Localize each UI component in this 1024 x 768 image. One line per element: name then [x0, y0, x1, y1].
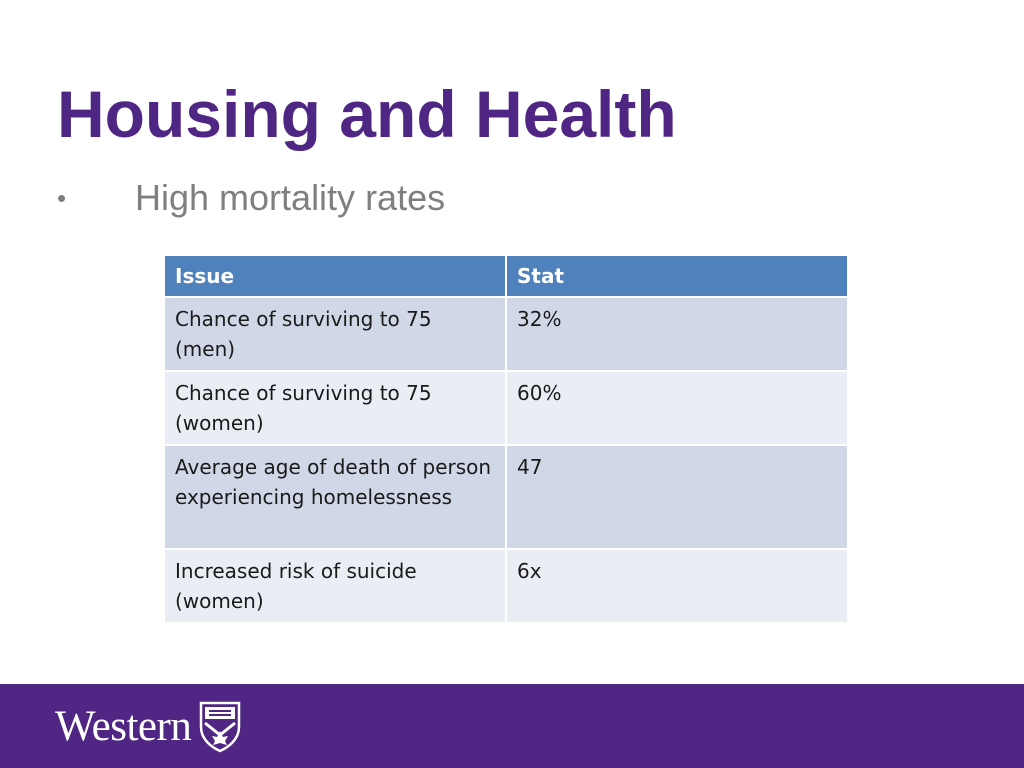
- column-header-issue: Issue: [163, 254, 507, 298]
- slide-title: Housing and Health: [57, 77, 677, 151]
- table-row: Chance of surviving to 75 (men) 32%: [163, 296, 849, 372]
- stat-cell: 32%: [505, 296, 849, 372]
- issue-cell: Chance of surviving to 75 (women): [163, 370, 507, 446]
- table-row: Chance of surviving to 75 (women) 60%: [163, 370, 849, 446]
- stats-table: Issue Stat Chance of surviving to 75 (me…: [163, 254, 849, 624]
- stat-cell: 6x: [505, 548, 849, 624]
- stat-cell: 47: [505, 444, 849, 550]
- western-crest-icon: [200, 701, 241, 753]
- footer-band: [0, 684, 1024, 768]
- table-row: Increased risk of suicide (women) 6x: [163, 548, 849, 624]
- western-logo: Western: [55, 700, 241, 754]
- issue-cell: Average age of death of person experienc…: [163, 444, 507, 550]
- table-row: Average age of death of person experienc…: [163, 444, 849, 550]
- column-header-stat: Stat: [505, 254, 849, 298]
- bullet-text: High mortality rates: [135, 177, 446, 218]
- table-header-row: Issue Stat: [163, 254, 849, 298]
- bullet-marker: •: [57, 183, 67, 213]
- logo-wordmark: Western: [55, 703, 192, 750]
- bullet-item: • High mortality rates: [57, 174, 445, 222]
- issue-cell: Increased risk of suicide (women): [163, 548, 507, 624]
- issue-cell: Chance of surviving to 75 (men): [163, 296, 507, 372]
- stat-cell: 60%: [505, 370, 849, 446]
